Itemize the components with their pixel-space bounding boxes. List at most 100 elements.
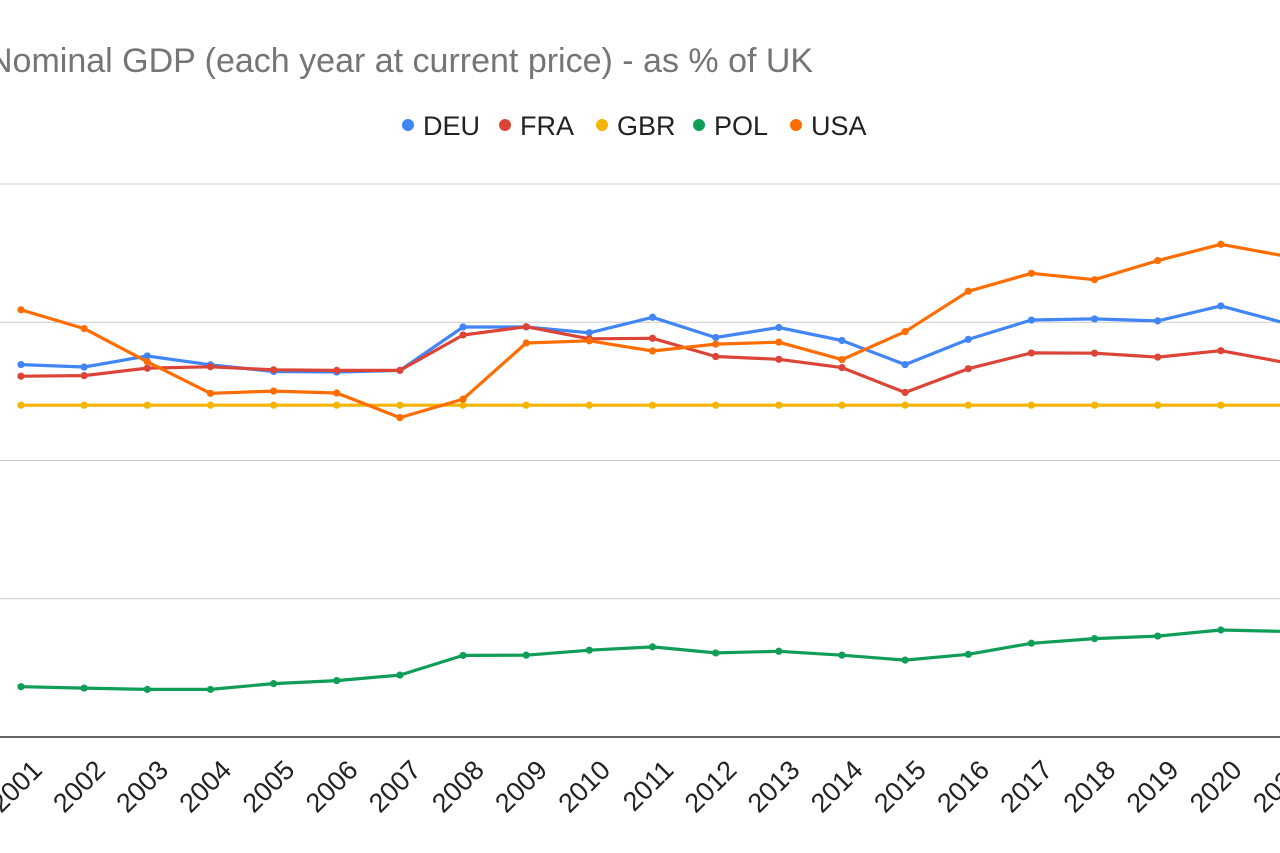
point-usa-2011 <box>648 347 657 355</box>
point-pol-2016 <box>964 650 972 658</box>
x-tick-label-2015: 2015 <box>868 755 932 819</box>
x-tick-label-2001: 2001 <box>0 755 48 819</box>
point-gbr-2003 <box>143 401 151 409</box>
x-tick-label-2008: 2008 <box>426 755 490 819</box>
point-gbr-2009 <box>522 401 530 409</box>
point-gbr-2016 <box>964 401 972 409</box>
x-tick-label-2003: 2003 <box>110 755 174 819</box>
point-usa-2013 <box>775 338 783 346</box>
point-fra-2008 <box>459 331 467 339</box>
x-tick-label-2010: 2010 <box>552 755 616 819</box>
x-tick-label-2011: 2011 <box>617 755 679 817</box>
point-pol-2011 <box>648 643 657 651</box>
x-tick-label-2021: 2021 <box>1247 755 1280 819</box>
point-usa-2006 <box>333 389 341 397</box>
legend-label-usa: USA <box>811 111 867 141</box>
point-gbr-2012 <box>712 401 720 409</box>
point-gbr-2019 <box>1154 401 1162 409</box>
point-deu-2008 <box>459 323 467 331</box>
point-pol-2020 <box>1217 626 1225 634</box>
legend-marker-usa <box>790 119 802 131</box>
legend-marker-gbr <box>596 119 608 131</box>
point-deu-2017 <box>1027 316 1035 324</box>
point-usa-2010 <box>585 337 593 345</box>
x-tick-label-2009: 2009 <box>489 755 553 819</box>
point-gbr-2014 <box>838 401 846 409</box>
point-gbr-2004 <box>206 401 215 409</box>
legend: DEU FRA GBR POL USA <box>402 111 867 141</box>
x-tick-label-2019: 2019 <box>1121 755 1185 819</box>
legend-label-pol: POL <box>714 111 768 141</box>
point-usa-2003 <box>143 358 151 366</box>
point-gbr-2015 <box>901 401 909 409</box>
point-deu-2015 <box>901 360 909 369</box>
point-deu-2020 <box>1217 302 1225 310</box>
point-deu-2010 <box>585 329 593 337</box>
point-usa-2004 <box>206 389 215 397</box>
point-fra-2005 <box>270 366 278 374</box>
point-fra-2020 <box>1217 347 1225 355</box>
point-gbr-2007 <box>396 401 404 409</box>
x-tick-label-2006: 2006 <box>300 755 364 819</box>
point-usa-2001 <box>17 306 25 314</box>
x-tick-label-2016: 2016 <box>931 755 995 819</box>
point-gbr-2018 <box>1090 401 1099 409</box>
legend-marker-deu <box>402 119 414 131</box>
point-pol-2003 <box>143 685 151 694</box>
point-gbr-2010 <box>585 401 593 409</box>
point-fra-2015 <box>901 388 909 397</box>
point-pol-2010 <box>585 646 593 654</box>
point-gbr-2017 <box>1027 401 1035 409</box>
point-pol-2007 <box>396 671 404 679</box>
point-deu-2001 <box>17 360 25 369</box>
point-pol-2018 <box>1090 634 1099 643</box>
point-gbr-2013 <box>775 401 783 409</box>
legend-marker-pol <box>693 119 705 131</box>
point-fra-2012 <box>712 352 720 361</box>
point-pol-2004 <box>206 685 215 694</box>
point-fra-2011 <box>648 334 657 342</box>
point-usa-2015 <box>901 328 909 336</box>
point-fra-2013 <box>775 355 783 363</box>
point-gbr-2002 <box>80 401 88 409</box>
point-pol-2012 <box>712 649 720 657</box>
point-gbr-2005 <box>270 401 278 409</box>
point-usa-2012 <box>712 340 720 348</box>
x-tick-label-2017: 2017 <box>995 755 1059 819</box>
point-deu-2011 <box>648 313 657 321</box>
point-fra-2014 <box>838 363 846 372</box>
gridlines <box>0 183 1280 600</box>
point-fra-2018 <box>1090 349 1099 357</box>
point-deu-2018 <box>1090 315 1099 323</box>
point-deu-2016 <box>964 335 972 343</box>
point-pol-2001 <box>17 683 25 691</box>
point-usa-2019 <box>1154 256 1162 265</box>
point-pol-2009 <box>522 651 530 659</box>
x-tick-label-2007: 2007 <box>363 755 427 819</box>
point-pol-2015 <box>901 656 909 664</box>
point-usa-2002 <box>80 325 88 333</box>
point-usa-2008 <box>459 395 467 403</box>
series-fra <box>17 323 1280 397</box>
point-gbr-2011 <box>648 401 657 409</box>
x-tick-label-2013: 2013 <box>742 755 806 819</box>
point-fra-2016 <box>964 365 972 373</box>
point-usa-2017 <box>1027 269 1035 277</box>
point-gbr-2008 <box>459 401 467 409</box>
point-gbr-2006 <box>333 401 341 409</box>
point-usa-2014 <box>838 355 846 364</box>
point-pol-2005 <box>270 680 278 688</box>
legend-marker-fra <box>499 119 511 131</box>
series-usa <box>17 240 1280 422</box>
point-fra-2019 <box>1154 353 1162 361</box>
point-deu-2013 <box>775 323 783 332</box>
point-gbr-2001 <box>17 401 25 409</box>
legend-label-deu: DEU <box>423 111 480 141</box>
point-pol-2014 <box>838 651 846 659</box>
point-fra-2004 <box>206 363 215 371</box>
point-usa-2009 <box>522 339 530 347</box>
x-axis-tick-labels: 2001 2002 2003 2004 2005 2006 2007 2008 2009 2010… <box>0 755 1280 819</box>
point-fra-2001 <box>17 372 25 380</box>
legend-label-gbr: GBR <box>617 111 676 141</box>
point-pol-2008 <box>459 651 467 660</box>
